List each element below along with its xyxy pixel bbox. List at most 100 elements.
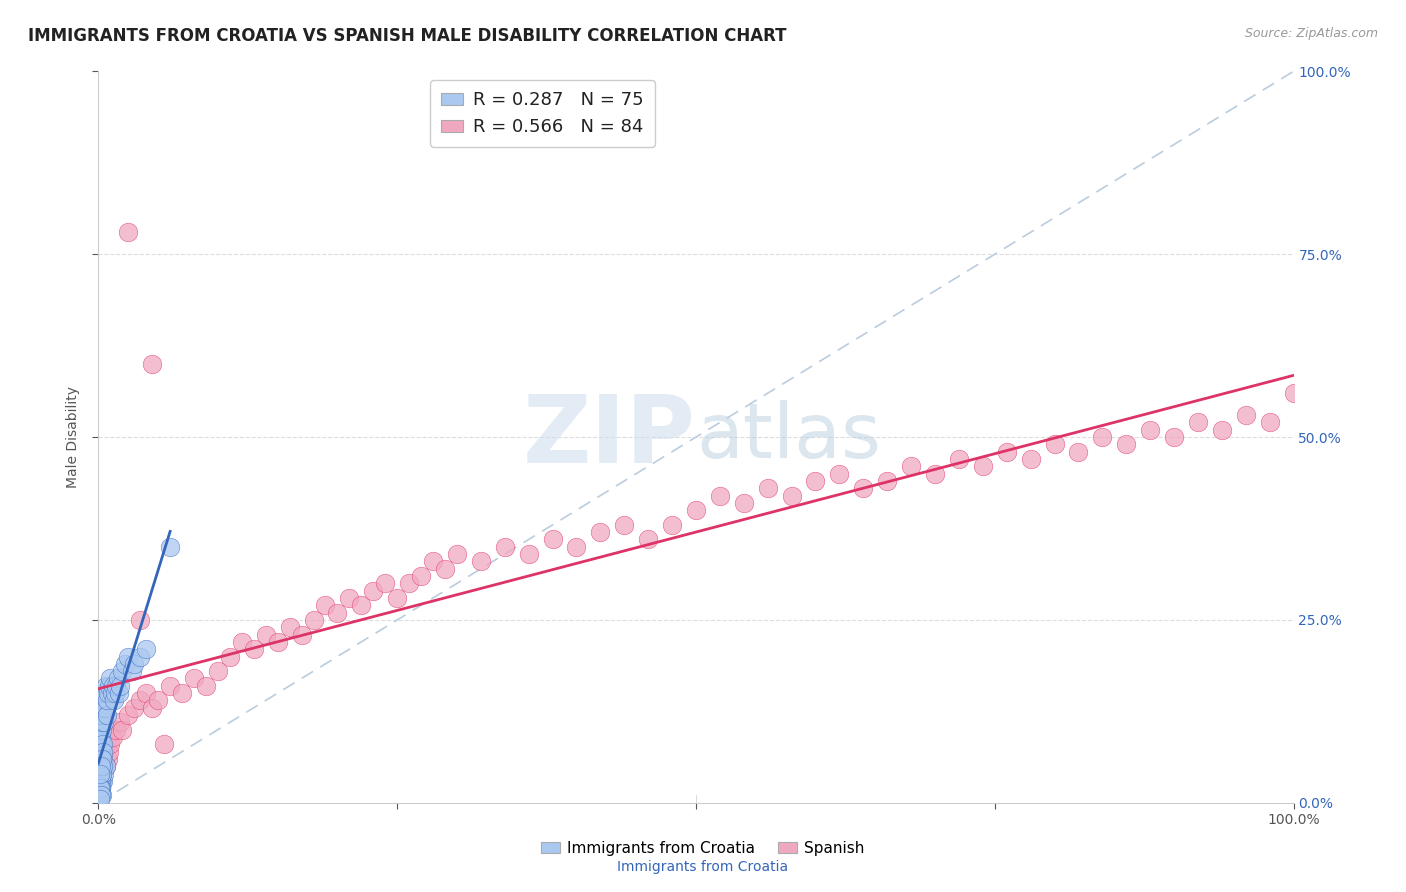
Text: ZIP: ZIP [523,391,696,483]
Point [114,657,136,671]
Point [89,792,111,806]
Point [98,679,121,693]
Point [117,649,139,664]
Point [93,766,115,780]
Point [91,723,114,737]
Point [91,759,114,773]
Point [89,752,111,766]
Point [105,679,128,693]
Point [93,745,115,759]
Point [91,759,114,773]
Point [1067,444,1090,458]
Point [470,554,492,568]
Point [91,766,114,780]
Point [94,700,117,714]
Point [900,459,922,474]
Point [1139,423,1161,437]
Point [89,773,111,788]
Point [411,569,433,583]
Point [98,737,122,751]
Point [243,642,266,657]
Point [194,679,218,693]
Point [98,745,121,759]
Point [90,759,112,773]
Point [135,686,157,700]
Point [124,657,146,671]
Point [100,686,122,700]
Point [135,642,157,657]
Point [90,745,112,759]
Point [1091,430,1114,444]
Point [1234,408,1257,422]
Point [153,737,176,751]
Point [91,700,114,714]
Point [733,496,755,510]
Point [117,225,139,239]
Point [124,700,146,714]
Point [541,533,564,547]
Point [709,489,731,503]
Point [107,686,129,700]
Point [91,700,114,714]
Point [315,599,337,613]
Point [90,745,112,759]
Y-axis label: Male Disability: Male Disability [66,386,80,488]
Point [107,672,129,686]
Point [254,627,277,641]
Point [278,620,301,634]
Point [207,664,229,678]
Point [995,444,1018,458]
Point [1163,430,1185,444]
Point [90,773,112,788]
Point [89,789,111,803]
Point [159,540,181,554]
Point [90,781,112,796]
Point [302,613,325,627]
Point [97,686,120,700]
Point [756,481,779,495]
Point [148,693,170,707]
Point [90,708,112,723]
Point [90,766,112,780]
Point [96,693,118,707]
Point [91,752,114,766]
Point [852,481,875,495]
Point [97,752,120,766]
Point [91,766,114,780]
Point [91,766,114,780]
Point [1187,416,1209,430]
Point [90,789,112,803]
Point [96,708,118,723]
Point [89,766,111,780]
Point [637,533,659,547]
Point [1019,452,1042,467]
Point [94,759,117,773]
Point [91,737,114,751]
Point [89,723,111,737]
Point [117,708,139,723]
Point [494,540,516,554]
Point [141,700,163,714]
Point [828,467,851,481]
Point [89,781,111,796]
Point [422,554,444,568]
Point [91,745,114,759]
Point [104,686,127,700]
Point [94,759,117,773]
Point [91,737,114,751]
Point [613,517,636,532]
Point [89,789,111,803]
Point [685,503,707,517]
Point [96,737,118,751]
Point [1211,423,1233,437]
Point [326,606,349,620]
Point [231,635,253,649]
Point [446,547,468,561]
Point [89,766,111,780]
Point [589,525,612,540]
Point [517,547,540,561]
Point [972,459,994,474]
Point [948,452,970,467]
Point [89,745,111,759]
Legend: Immigrants from Croatia, Spanish: Immigrants from Croatia, Spanish [536,835,870,862]
